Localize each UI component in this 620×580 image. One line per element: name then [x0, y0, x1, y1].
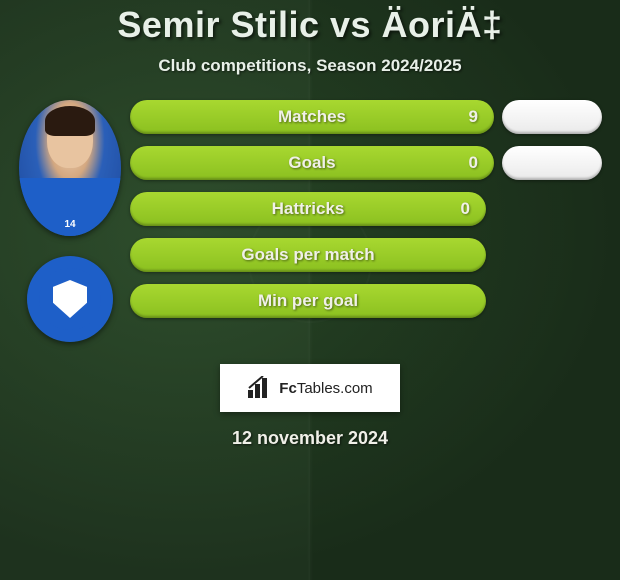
brand-text: FcTables.com [279, 380, 372, 397]
stat-row-hattricks: Hattricks 0 [130, 192, 602, 226]
stat-label: Hattricks [272, 199, 345, 219]
stat-label: Min per goal [258, 291, 358, 311]
stat-row-goals: Goals 0 [130, 146, 602, 180]
stat-pill-matches: Matches 9 [130, 100, 494, 134]
main-area: 14 Matches 9 Goals 0 [0, 100, 620, 342]
stat-row-matches: Matches 9 [130, 100, 602, 134]
club-badge-inner [39, 268, 101, 330]
stat-pill-mpg: Min per goal [130, 284, 486, 318]
stat-value-left: 0 [469, 153, 478, 173]
bar-chart-icon [247, 376, 273, 400]
brand-box: FcTables.com [220, 364, 400, 412]
page-container: Semir Stilic vs ÄoriÄ‡ Club competitions… [0, 0, 620, 580]
stat-label: Goals [288, 153, 335, 173]
stat-pill-goals: Goals 0 [130, 146, 494, 180]
player-photo: 14 [19, 100, 121, 236]
club-shield-icon [53, 280, 87, 318]
stat-row-mpg: Min per goal [130, 284, 602, 318]
stat-pill-right-goals [502, 146, 602, 180]
stat-pill-gpm: Goals per match [130, 238, 486, 272]
date-text: 12 november 2024 [232, 428, 388, 449]
stat-row-gpm: Goals per match [130, 238, 602, 272]
page-title: Semir Stilic vs ÄoriÄ‡ [117, 4, 502, 46]
stat-value-left: 0 [461, 199, 470, 219]
brand-prefix: Fc [279, 380, 297, 397]
brand-suffix: Tables.com [297, 380, 373, 397]
page-subtitle: Club competitions, Season 2024/2025 [158, 56, 461, 76]
left-column: 14 [10, 100, 130, 342]
club-badge [27, 256, 113, 342]
stat-pill-hattricks: Hattricks 0 [130, 192, 486, 226]
stat-value-left: 9 [469, 107, 478, 127]
jersey-number: 14 [64, 219, 75, 230]
stat-label: Matches [278, 107, 346, 127]
player-hair [45, 106, 95, 136]
stats-column: Matches 9 Goals 0 Hattricks 0 [130, 100, 610, 342]
stat-pill-right-matches [502, 100, 602, 134]
stat-label: Goals per match [241, 245, 374, 265]
